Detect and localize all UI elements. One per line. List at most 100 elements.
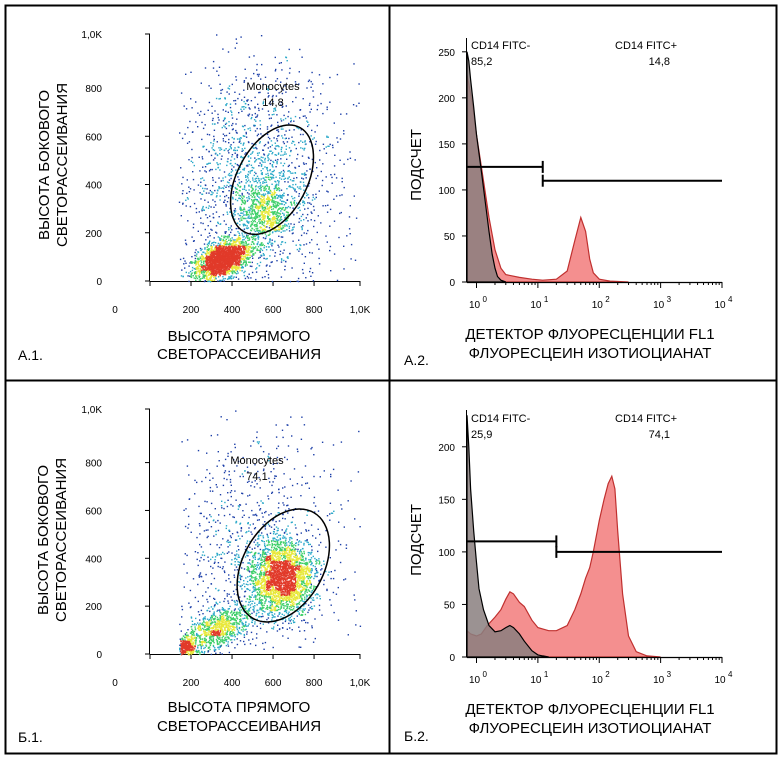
event-point: [302, 213, 304, 216]
event-point: [249, 232, 251, 234]
event-point: [277, 204, 280, 207]
event-point: [199, 275, 201, 278]
event-point: [349, 157, 352, 159]
event-point: [247, 177, 249, 179]
event-point: [290, 201, 292, 203]
event-point: [216, 273, 218, 275]
event-point: [209, 220, 212, 223]
event-point: [257, 227, 259, 230]
event-point: [271, 165, 273, 167]
event-point: [222, 191, 225, 193]
event-point: [304, 256, 307, 258]
event-point: [275, 201, 277, 203]
event-point: [267, 242, 269, 244]
event-point: [246, 220, 248, 222]
event-point: [331, 182, 333, 184]
event-point: [310, 211, 312, 213]
event-point: [275, 206, 277, 208]
event-point: [191, 148, 193, 151]
event-point: [270, 178, 273, 180]
event-point: [215, 259, 217, 262]
event-point: [231, 114, 233, 116]
event-point: [243, 142, 245, 144]
event-point: [217, 256, 219, 259]
event-point: [250, 250, 252, 252]
event-point: [211, 256, 213, 258]
event-point: [206, 246, 208, 248]
y-tick-label: 0: [96, 650, 102, 661]
event-point: [244, 200, 246, 202]
event-point: [228, 179, 231, 181]
event-point: [299, 48, 301, 51]
event-point: [231, 170, 234, 172]
event-point: [195, 264, 197, 266]
event-point: [220, 279, 222, 282]
event-point: [250, 117, 252, 120]
event-point: [271, 177, 273, 179]
event-point: [309, 270, 311, 273]
event-point: [244, 232, 246, 235]
event-point: [232, 271, 234, 274]
event-point: [216, 268, 219, 270]
event-point: [333, 173, 336, 176]
event-point: [225, 251, 227, 253]
event-point: [262, 243, 264, 246]
event-point: [263, 205, 265, 207]
event-point: [286, 141, 289, 143]
event-point: [335, 195, 338, 197]
event-point: [284, 137, 287, 140]
event-point: [232, 128, 234, 130]
event-point: [200, 217, 202, 219]
event-point: [229, 631, 231, 634]
event-point: [249, 181, 251, 183]
event-point: [190, 261, 192, 263]
event-point: [243, 81, 245, 83]
event-point: [249, 108, 251, 110]
event-point: [243, 202, 245, 204]
event-point: [214, 267, 216, 270]
event-point: [314, 143, 317, 145]
event-point: [268, 209, 270, 211]
event-point: [215, 272, 218, 274]
event-point: [219, 195, 221, 197]
event-point: [304, 140, 306, 142]
event-point: [246, 254, 249, 257]
event-point: [226, 91, 228, 93]
event-point: [229, 277, 231, 280]
event-point: [222, 267, 224, 269]
event-point: [339, 194, 341, 197]
event-point: [202, 271, 205, 273]
event-point: [241, 110, 243, 112]
event-point: [214, 266, 217, 268]
event-point: [255, 207, 257, 209]
event-point: [276, 228, 278, 231]
event-point: [285, 202, 287, 204]
event-point: [326, 136, 328, 138]
event-point: [198, 264, 201, 267]
gate-positive-percent: 14,8: [649, 56, 670, 68]
event-point: [204, 199, 206, 201]
event-point: [180, 645, 182, 647]
event-point: [358, 102, 360, 104]
event-point: [236, 118, 238, 120]
event-point: [236, 222, 239, 225]
event-point: [355, 105, 358, 107]
event-point: [305, 192, 308, 194]
event-point: [243, 80, 246, 82]
event-point: [267, 110, 270, 112]
event-point: [210, 247, 213, 250]
event-point: [205, 192, 208, 194]
event-point: [305, 174, 307, 176]
event-point: [242, 261, 245, 264]
event-point: [249, 213, 251, 215]
event-point: [204, 252, 207, 255]
event-point: [269, 179, 271, 181]
event-point: [231, 267, 233, 269]
event-point: [195, 207, 198, 210]
event-point: [259, 261, 262, 264]
event-point: [221, 268, 223, 270]
event-point: [218, 648, 220, 650]
x-tick-label: 600: [265, 305, 282, 316]
event-point: [211, 147, 213, 149]
